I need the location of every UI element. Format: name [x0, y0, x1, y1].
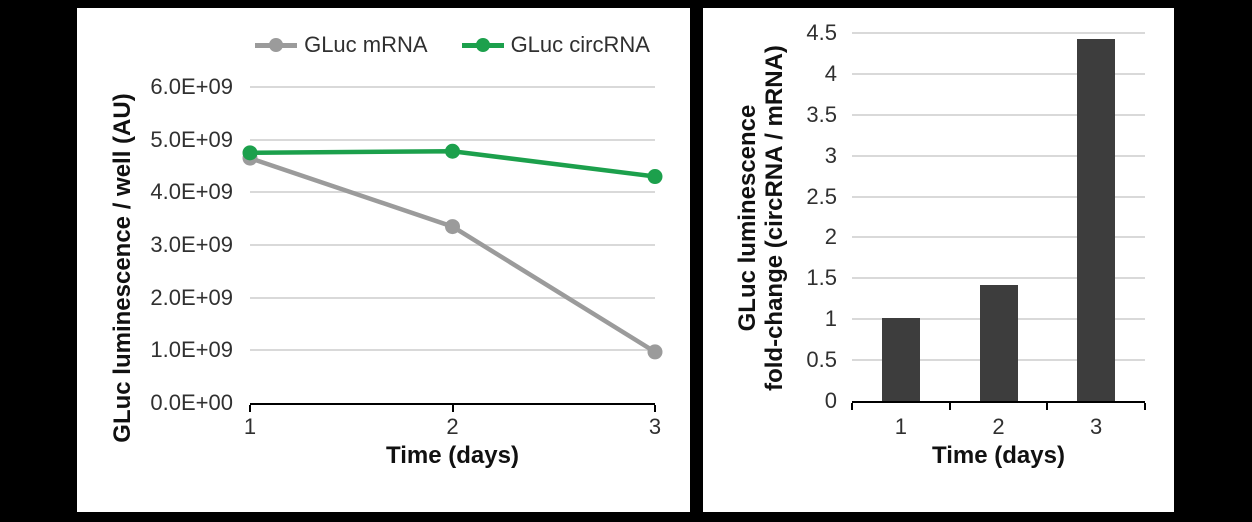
- x-tick-mark: [451, 405, 454, 412]
- y-tick-label: 2.5: [806, 183, 837, 209]
- data-point-marker: [647, 169, 663, 185]
- x-tick-mark: [948, 403, 951, 410]
- y-tick-label: 5.0E+09: [150, 126, 233, 152]
- gridline: [852, 236, 1145, 239]
- gridline: [250, 191, 655, 194]
- legend-item-circrna: GLuc circRNA: [461, 32, 650, 58]
- x-tick-label: 1: [243, 414, 257, 439]
- line-chart-panel: GLuc mRNA GLuc circRNA GLuc luminescence…: [77, 8, 690, 512]
- legend-dot-swatch: [475, 38, 490, 52]
- y-tick-label: 4.5: [806, 20, 837, 45]
- x-tick-label: 3: [1090, 414, 1103, 439]
- x-axis-title: Time (days): [386, 442, 519, 469]
- gridline: [852, 113, 1145, 116]
- y-tick-label: 3.0E+09: [150, 232, 233, 257]
- y-tick-label: 3: [824, 142, 837, 168]
- y-tick-label: 0.5: [806, 347, 837, 373]
- legend-label: GLuc circRNA: [510, 32, 650, 57]
- x-axis-title: Time (days): [932, 442, 1065, 469]
- gridline: [250, 244, 655, 246]
- x-tick-mark: [1144, 403, 1146, 410]
- gridline: [852, 72, 1145, 75]
- x-tick-mark: [249, 405, 251, 412]
- y-tick-label: 0.0E+00: [150, 390, 233, 415]
- legend-item-mrna: GLuc mRNA: [255, 32, 428, 58]
- y-tick-label: 1.0E+09: [150, 337, 233, 363]
- gridline: [250, 138, 655, 141]
- legend: GLuc mRNA GLuc circRNA: [250, 32, 655, 58]
- line-marker-icon: [461, 32, 504, 58]
- y-tick-label: 3.5: [806, 101, 837, 127]
- bar-day-1: [881, 317, 920, 401]
- x-tick-mark: [851, 403, 853, 410]
- y-tick-label: 0: [824, 388, 837, 413]
- x-tick-label: 3: [648, 414, 662, 439]
- line-chart-plot: [242, 143, 663, 360]
- gridline: [852, 154, 1145, 157]
- data-point-marker: [647, 344, 663, 360]
- series-line-0: [249, 155, 657, 354]
- bar-chart-panel: GLuc luminescence fold-change (circRNA /…: [703, 8, 1174, 512]
- legend-dot-swatch: [269, 38, 284, 52]
- y-tick-label: 2.0E+09: [150, 284, 233, 310]
- y-tick-label: 4: [824, 60, 837, 86]
- bar-day-3: [1077, 38, 1116, 401]
- x-tick-label: 2: [446, 414, 459, 439]
- x-tick-mark: [1046, 403, 1049, 410]
- x-axis-line: [250, 403, 655, 405]
- line-marker-icon: [255, 32, 298, 58]
- y-tick-label: 1.5: [806, 265, 837, 291]
- y-tick-label: 1: [824, 306, 837, 332]
- gridline: [250, 296, 655, 299]
- x-tick-label: 2: [992, 414, 1005, 439]
- y-tick-label: 6.0E+09: [150, 74, 233, 99]
- x-axis-line: [852, 401, 1145, 403]
- data-point-marker: [445, 219, 460, 235]
- bar-day-2: [979, 284, 1018, 401]
- gridline: [852, 277, 1145, 280]
- y-tick-label: 4.0E+09: [150, 179, 233, 205]
- gridline: [852, 32, 1145, 34]
- gridline: [852, 195, 1145, 198]
- data-point-marker: [242, 145, 258, 161]
- data-point-marker: [445, 143, 460, 159]
- x-tick-label: 1: [894, 414, 907, 439]
- gridline: [250, 86, 655, 88]
- legend-label: GLuc mRNA: [304, 32, 428, 57]
- y-tick-label: 2: [824, 224, 837, 250]
- x-tick-mark: [654, 405, 656, 412]
- gridline: [250, 349, 655, 352]
